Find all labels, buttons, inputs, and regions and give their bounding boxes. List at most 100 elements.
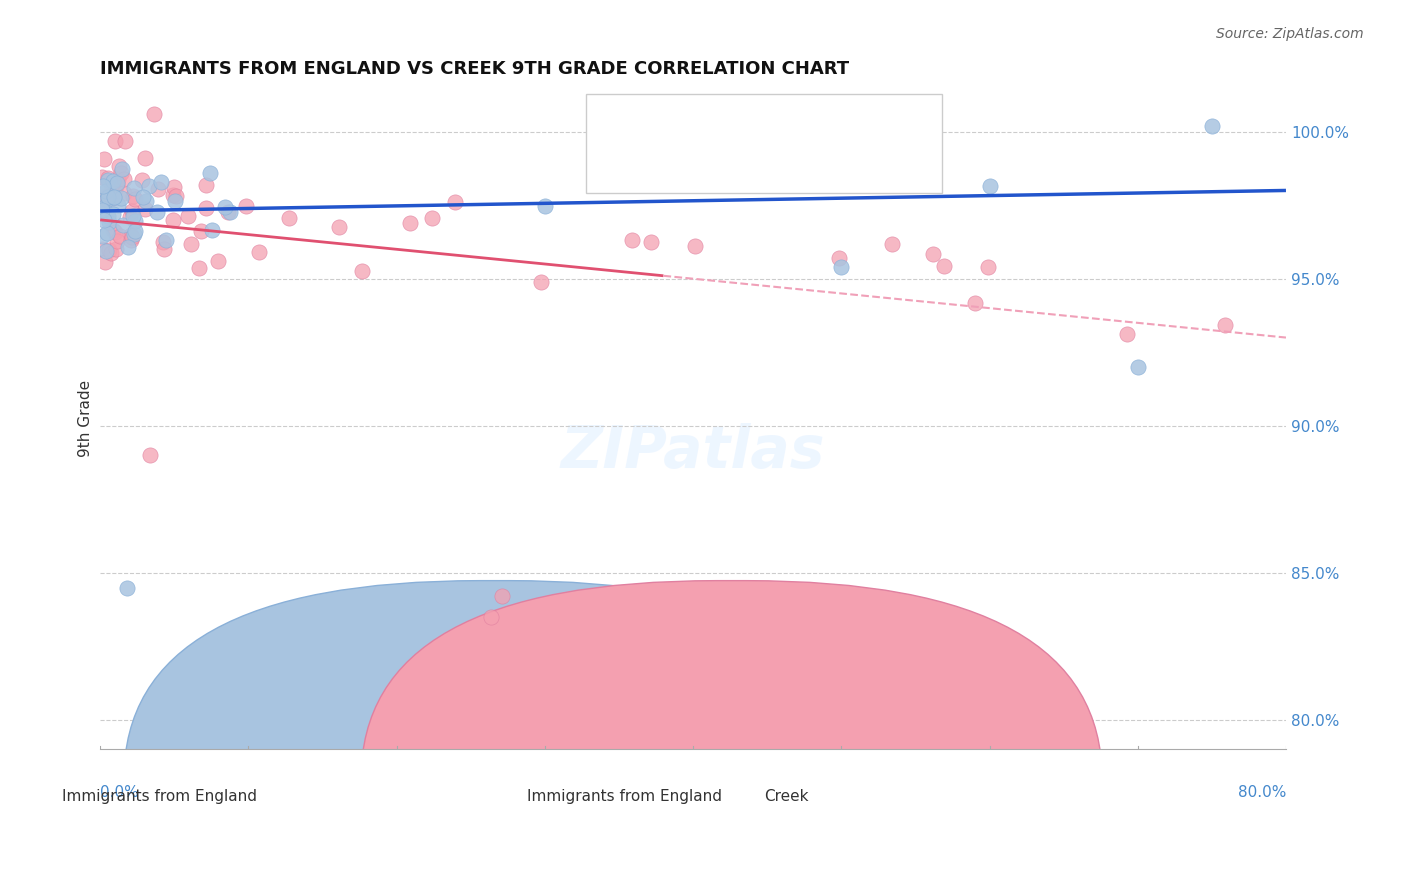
Point: [134, 151, 156, 165]
Point: [188, 261, 211, 276]
Text: 80.0%: 80.0%: [1237, 785, 1286, 800]
Point: [98, 243, 121, 257]
Point: [201, 223, 224, 237]
Point: [1126, 359, 1149, 374]
Point: [121, 204, 143, 219]
Point: [979, 178, 1001, 193]
Point: [94, 255, 117, 269]
FancyBboxPatch shape: [361, 581, 1102, 892]
Point: [683, 239, 706, 253]
Point: [153, 242, 176, 256]
Point: [112, 171, 135, 186]
Point: [444, 195, 467, 210]
Point: [90, 201, 112, 215]
FancyBboxPatch shape: [124, 581, 865, 892]
Point: [640, 235, 662, 249]
Text: Creek: Creek: [765, 789, 808, 805]
Point: [965, 296, 987, 310]
Point: [1116, 327, 1139, 342]
Point: [107, 172, 129, 186]
Point: [120, 227, 142, 242]
Point: [217, 204, 239, 219]
Point: [150, 175, 173, 189]
Point: [101, 207, 124, 221]
Point: [110, 229, 132, 244]
Point: [880, 236, 903, 251]
Text: Immigrants from England: Immigrants from England: [62, 789, 257, 805]
Point: [91, 179, 114, 194]
Point: [101, 187, 124, 202]
Point: [97, 173, 120, 187]
Point: [135, 194, 157, 208]
Point: [101, 174, 124, 188]
Point: [620, 233, 643, 247]
Point: [101, 189, 124, 203]
Y-axis label: 9th Grade: 9th Grade: [79, 380, 93, 457]
Point: [207, 253, 229, 268]
Point: [111, 218, 134, 232]
Point: [105, 176, 128, 190]
Point: [96, 189, 118, 203]
Point: [162, 188, 184, 202]
Point: [398, 216, 420, 230]
Point: [122, 210, 145, 224]
Point: [105, 177, 128, 191]
Point: [100, 246, 122, 260]
Point: [120, 233, 142, 247]
Point: [143, 107, 166, 121]
Point: [195, 201, 218, 215]
Point: [91, 190, 114, 204]
Point: [93, 213, 115, 227]
Text: ZIPatlas: ZIPatlas: [561, 423, 825, 480]
Point: [91, 202, 114, 217]
Point: [180, 237, 202, 252]
Point: [195, 178, 218, 193]
Point: [830, 260, 852, 274]
Point: [124, 214, 146, 228]
Text: Source: ZipAtlas.com: Source: ZipAtlas.com: [1216, 27, 1364, 41]
Point: [98, 215, 121, 229]
Point: [162, 180, 184, 194]
Point: [977, 260, 1000, 274]
Point: [219, 205, 242, 219]
Point: [91, 229, 114, 244]
Point: [247, 245, 270, 260]
Text: Immigrants from England: Immigrants from England: [527, 789, 723, 805]
Point: [682, 161, 704, 176]
Point: [97, 209, 120, 223]
Point: [828, 252, 851, 266]
Point: [117, 240, 139, 254]
Point: [277, 211, 299, 226]
Point: [139, 448, 162, 462]
Point: [101, 191, 124, 205]
Point: [491, 590, 513, 604]
Point: [107, 159, 129, 173]
Point: [804, 133, 827, 147]
Legend: R = 0.034    N = 46, R = -0.214   N = 80: R = 0.034 N = 46, R = -0.214 N = 80: [662, 105, 879, 169]
Point: [146, 205, 169, 219]
Point: [124, 224, 146, 238]
Point: [163, 194, 186, 208]
Point: [134, 202, 156, 216]
Point: [94, 192, 117, 206]
Point: [101, 190, 124, 204]
Text: IMMIGRANTS FROM ENGLAND VS CREEK 9TH GRADE CORRELATION CHART: IMMIGRANTS FROM ENGLAND VS CREEK 9TH GRA…: [100, 60, 849, 78]
Point: [479, 610, 502, 624]
Point: [90, 169, 112, 184]
Point: [105, 242, 128, 256]
Point: [103, 190, 125, 204]
Point: [1213, 318, 1236, 333]
Point: [922, 247, 945, 261]
Point: [104, 225, 127, 239]
Point: [235, 199, 257, 213]
Point: [96, 244, 118, 259]
Point: [100, 189, 122, 203]
Point: [115, 581, 138, 595]
FancyBboxPatch shape: [586, 95, 942, 194]
Point: [190, 224, 212, 238]
Point: [138, 178, 160, 193]
Point: [1201, 119, 1223, 133]
Point: [105, 234, 128, 248]
Point: [112, 186, 135, 200]
Point: [97, 190, 120, 204]
